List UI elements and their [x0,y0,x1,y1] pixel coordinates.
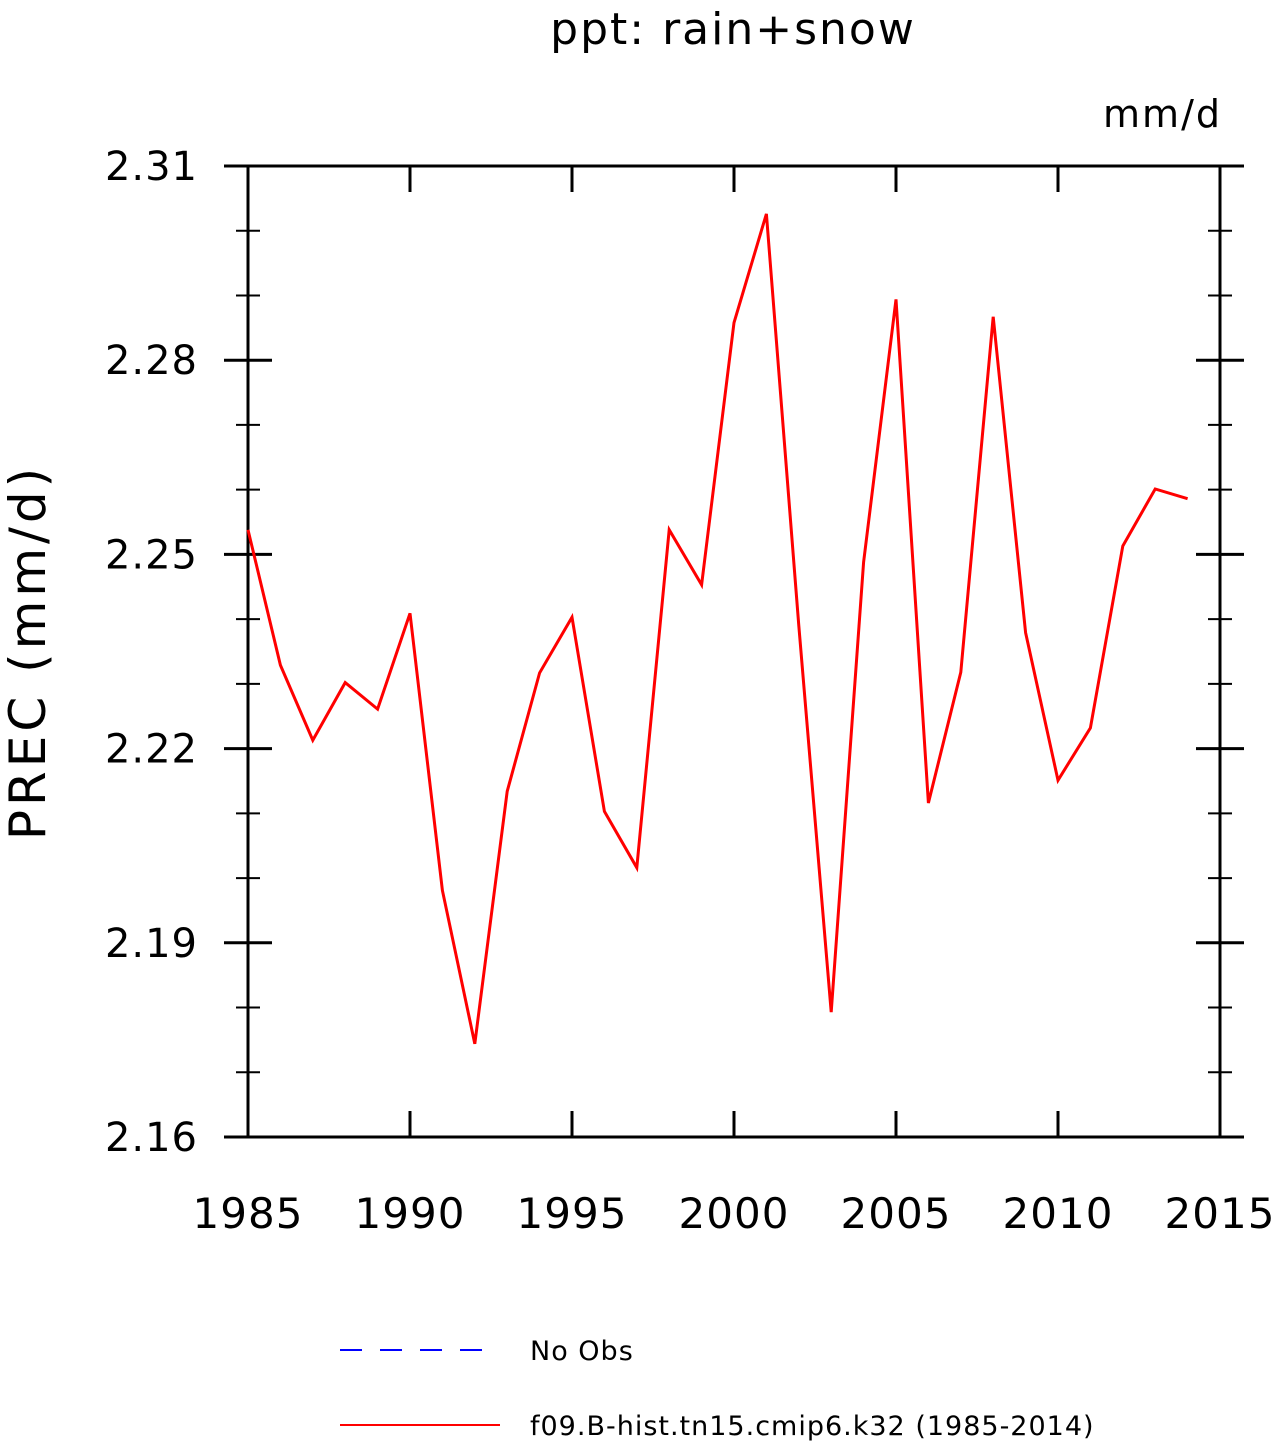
chart-title: ppt: rain+snow [550,4,916,55]
x-tick-label-2015: 2015 [1165,1189,1276,1238]
legend-label-model: f09.B-hist.tn15.cmip6.k32 (1985-2014) [530,1411,1095,1442]
y-tick-label-2.25: 2.25 [105,532,198,578]
y-tick-label-2.31: 2.31 [105,144,198,190]
y-tick-label-2.19: 2.19 [105,921,198,967]
x-tick-label-1990: 1990 [355,1189,466,1238]
x-tick-labels: 1985 1990 1995 2000 2005 2010 2015 [193,1189,1276,1238]
series-line-0 [246,213,1189,1045]
y-tick-label-2.16: 2.16 [105,1115,198,1161]
x-tick-label-2005: 2005 [841,1189,952,1238]
x-tick-label-2000: 2000 [679,1189,790,1238]
plot-series [246,213,1189,1045]
x-tick-label-1985: 1985 [193,1189,304,1238]
x-tick-label-1995: 1995 [517,1189,628,1238]
legend: No Obs f09.B-hist.tn15.cmip6.k32 (1985-2… [340,1336,1095,1442]
y-tick-label-2.22: 2.22 [105,727,198,773]
x-tick-label-2010: 2010 [1003,1189,1114,1238]
legend-label-no-obs: No Obs [530,1336,634,1367]
plot-frame [246,164,1222,1139]
y-tick-labels: 2.16 2.19 2.22 2.25 2.28 2.31 [105,144,198,1161]
chart-units: mm/d [1103,92,1222,136]
y-tick-label-2.28: 2.28 [105,338,198,384]
y-axis-label: PREC (mm/d) [0,464,57,840]
axes [224,164,1244,1139]
